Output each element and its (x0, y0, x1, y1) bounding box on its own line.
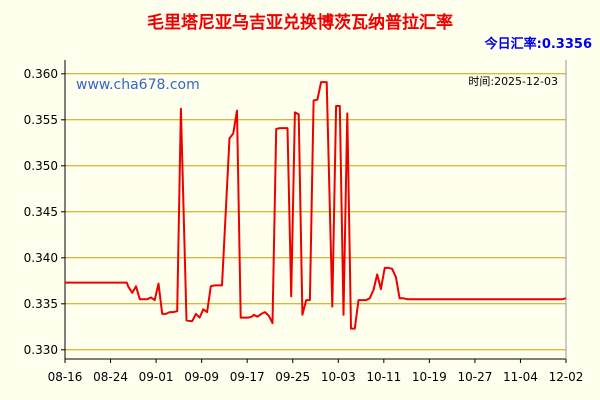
x-tick-label: 09-01 (139, 370, 174, 384)
x-tick-label: 10-19 (412, 370, 447, 384)
x-tick-label: 10-03 (321, 370, 356, 384)
x-tick-label: 12-02 (549, 370, 584, 384)
y-tick-label: 0.350 (24, 159, 58, 173)
grid-layer (65, 73, 566, 351)
x-tick-label: 08-16 (48, 370, 83, 384)
y-tick-label: 0.330 (24, 343, 58, 357)
date-label: 时间:2025-12-03 (468, 75, 558, 88)
y-tick-label: 0.355 (24, 113, 58, 127)
series-layer (65, 81, 567, 330)
x-tick-label: 09-17 (230, 370, 265, 384)
series-line (65, 81, 567, 330)
x-tick-label: 08-24 (93, 370, 128, 384)
x-tick-label: 10-27 (457, 370, 492, 384)
watermark: www.cha678.com (76, 77, 200, 93)
y-tick-label: 0.345 (24, 205, 58, 219)
y-tick-label: 0.360 (24, 67, 58, 81)
x-tick-label: 09-09 (184, 370, 219, 384)
axis-layer: 0.330 0.335 0.340 0.345 0.350 0.355 0.360 08-16… (24, 60, 584, 384)
y-tick-label: 0.340 (24, 251, 58, 265)
x-tick-label: 11-04 (503, 370, 538, 384)
chart-title: 毛里塔尼亚乌吉亚兑换博茨瓦纳普拉汇率 (147, 12, 453, 33)
x-tick-label: 09-25 (275, 370, 310, 384)
y-tick-label: 0.335 (24, 297, 58, 311)
x-tick-label: 10-11 (366, 370, 401, 384)
today-rate-label: 今日汇率:0.3356 (484, 36, 592, 52)
